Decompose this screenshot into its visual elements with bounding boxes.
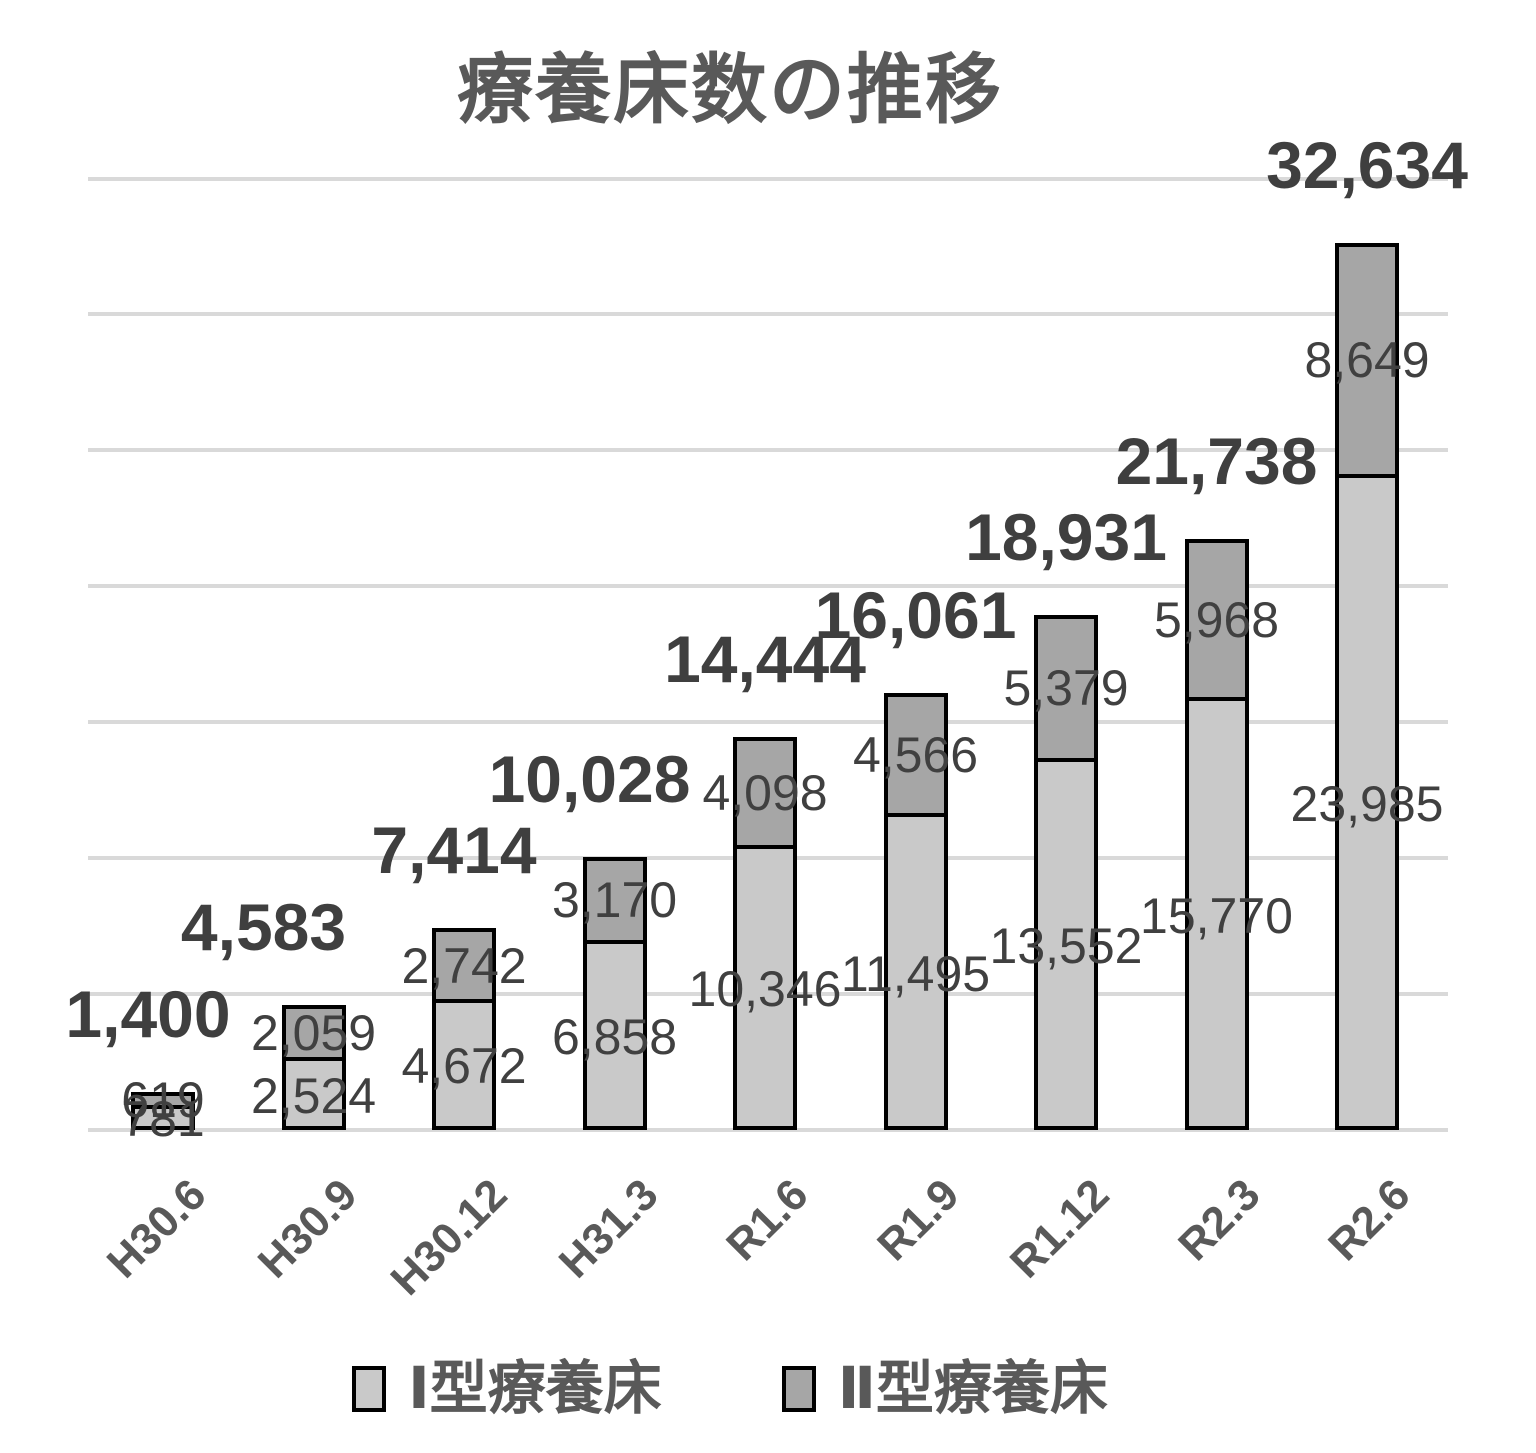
- segment-label-type2-R2.6: 8,649: [1304, 332, 1430, 389]
- bar-segment-type2-R2.6: [1339, 246, 1395, 478]
- bar-segment-type2-H30.9: [285, 1009, 342, 1062]
- legend-label-type1: Ⅰ型療養床: [408, 1356, 662, 1421]
- gridline: [88, 448, 1448, 453]
- gridline: [88, 720, 1448, 725]
- bar-R1.12: [1034, 615, 1098, 1130]
- bar-H30.12: [432, 928, 496, 1130]
- segment-label-type2-R1.9: 4,566: [852, 727, 979, 784]
- total-label-R2.3: 21,738: [1115, 424, 1318, 499]
- bar-segment-type2-R1.9: [887, 697, 944, 818]
- total-label-R1.6: 14,444: [664, 622, 866, 697]
- legend-swatch-type1: [352, 1366, 387, 1412]
- segment-label-type1-R1.6: 10,346: [688, 961, 842, 1018]
- chart-title: 療養床数の推移: [457, 48, 1003, 133]
- segment-label-type1-R1.12: 13,552: [989, 917, 1143, 974]
- total-label-H30.6: 1,400: [65, 976, 231, 1051]
- bar-H31.3: [582, 857, 647, 1130]
- legend-label-type2: Ⅱ型療養床: [837, 1356, 1108, 1421]
- segment-label-type1-H30.6: 781: [121, 1091, 205, 1148]
- total-label-H30.9: 4,583: [180, 890, 347, 965]
- segment-label-type2-H30.12: 2,742: [401, 937, 527, 994]
- segment-label-type1-H30.12: 4,672: [401, 1038, 527, 1095]
- segment-label-type2-H31.3: 3,170: [551, 872, 678, 929]
- bar-H30.6: [131, 1091, 195, 1130]
- gridline: [88, 584, 1448, 589]
- segment-label-type2-R2.3: 5,968: [1153, 592, 1280, 649]
- bar-R1.6: [733, 737, 797, 1130]
- bar-R2.3: [1184, 539, 1249, 1130]
- legend-item-type1: Ⅰ型療養床: [352, 1360, 662, 1418]
- bar-segment-type2-H30.6: [135, 1095, 191, 1109]
- gridline: [88, 312, 1448, 317]
- total-label-R2.6: 32,634: [1266, 127, 1468, 202]
- gridline: [88, 1128, 1448, 1132]
- segment-label-type1-H30.9: 2,524: [250, 1067, 377, 1124]
- segment-label-type1-R2.6: 23,985: [1290, 775, 1444, 832]
- bar-segment-type2-H30.12: [436, 932, 492, 1003]
- total-label-R1.12: 18,931: [965, 500, 1167, 575]
- total-label-H31.3: 10,028: [488, 742, 691, 817]
- bar-R1.9: [883, 693, 948, 1130]
- legend-swatch-type2: [781, 1366, 816, 1412]
- segment-label-type2-H30.6: 619: [121, 1072, 205, 1129]
- bar-segment-type2-R2.3: [1188, 543, 1245, 702]
- bar-H30.9: [281, 1005, 346, 1130]
- bar-segment-type2-R1.6: [737, 741, 793, 849]
- segment-label-type1-R1.9: 11,495: [840, 945, 991, 1002]
- legend: Ⅰ型療養床 Ⅱ型療養床: [0, 1360, 1460, 1418]
- bar-segment-type2-H31.3: [586, 861, 643, 944]
- segment-label-type2-R1.12: 5,379: [1003, 660, 1129, 717]
- bar-segment-type2-R1.12: [1038, 619, 1094, 762]
- gridline: [88, 176, 1448, 181]
- segment-label-type2-H30.9: 2,059: [250, 1005, 377, 1062]
- legend-item-type2: Ⅱ型療養床: [781, 1356, 1108, 1421]
- segment-label-type1-H31.3: 6,858: [551, 1008, 678, 1065]
- total-label-R1.9: 16,061: [814, 578, 1017, 653]
- segment-label-type2-R1.6: 4,098: [702, 765, 828, 822]
- bar-R2.6: [1335, 242, 1399, 1130]
- segment-label-type1-R2.3: 15,770: [1140, 887, 1293, 944]
- total-label-H30.12: 7,414: [371, 813, 537, 888]
